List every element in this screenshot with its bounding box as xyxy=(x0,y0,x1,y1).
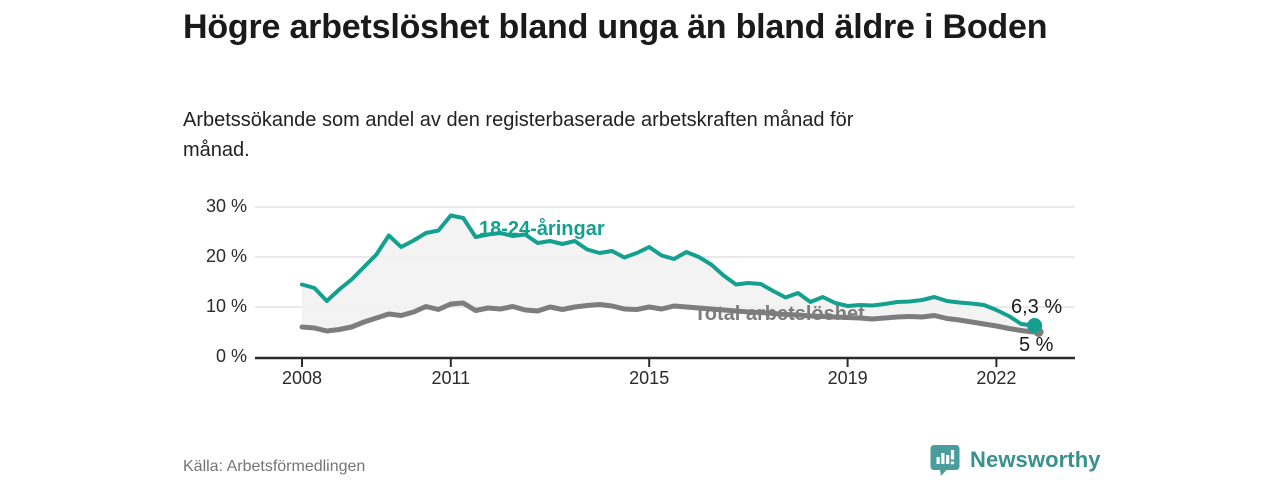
newsworthy-bar-chart-pin-icon xyxy=(930,444,960,476)
end-value-label-total: 5 % xyxy=(1019,334,1054,356)
brand-logo: Newsworthy xyxy=(930,444,1101,476)
x-tick-label-2022: 2022 xyxy=(976,368,1017,388)
page-subtitle: Arbetssökande som andel av den registerb… xyxy=(183,109,854,161)
brand-name: Newsworthy xyxy=(970,447,1101,472)
line-young_line xyxy=(300,213,1036,328)
end-dot-young xyxy=(1027,318,1043,333)
x-tick-label-2015: 2015 xyxy=(629,368,670,388)
series-label-young: 18-24-åringar xyxy=(479,218,605,240)
x-tick-label-2019: 2019 xyxy=(827,368,868,388)
y-tick-label-10: 10 % xyxy=(205,296,247,316)
x-tick-label-2011: 2011 xyxy=(431,368,471,388)
x-tick-label-2008: 2008 xyxy=(281,368,323,388)
series-label-total: Total arbetslöshet xyxy=(694,303,865,325)
line-total_line xyxy=(299,300,1037,335)
end-value-label-young: 6,3 % xyxy=(1011,296,1063,318)
page-title: Högre arbetslöshet bland unga än bland ä… xyxy=(183,8,1048,46)
y-tick-label-20: 20 % xyxy=(205,246,247,266)
area-between-series xyxy=(302,215,1034,332)
y-tick-label-30: 30 % xyxy=(205,196,247,216)
y-tick-label-0: 0 % xyxy=(215,346,247,366)
source-caption: Källa: Arbetsförmedlingen xyxy=(183,458,366,475)
